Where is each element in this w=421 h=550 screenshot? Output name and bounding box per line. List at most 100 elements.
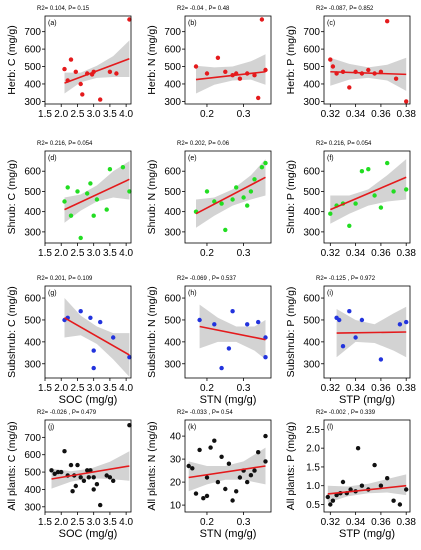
- fit-line: [64, 317, 130, 356]
- y-tick-label: 300: [164, 227, 181, 238]
- data-point: [190, 466, 195, 471]
- fit-line: [195, 176, 266, 215]
- y-tick-label: 500: [24, 468, 41, 479]
- y-tick-label: 600: [24, 294, 41, 305]
- data-point: [65, 185, 70, 190]
- panel-h: R2= -0.069 , P= 0.537 (h) 300 400 500 600 0.2 0…: [146, 276, 272, 406]
- data-point: [391, 498, 396, 503]
- x-tick-label: 0.34: [346, 109, 366, 120]
- data-point: [62, 66, 67, 72]
- y-axis-label: Herb: C (mg/g): [6, 25, 18, 94]
- x-tick-label: 2.5: [70, 383, 84, 394]
- panel-j: R2= -0.026 , P= 0.479 (j) 300 400 500 600 700 1…: [6, 410, 134, 540]
- y-tick-label: 500: [164, 187, 181, 198]
- x-tick-label: 2.0: [54, 109, 68, 120]
- data-point: [256, 95, 261, 101]
- data-point: [359, 317, 365, 323]
- data-point: [73, 69, 79, 75]
- data-point: [263, 355, 268, 360]
- x-tick-label: 3.0: [87, 383, 101, 394]
- stats-label: R2= -0.069 , P= 0.537: [177, 276, 237, 282]
- data-point: [248, 189, 254, 194]
- data-point: [91, 213, 96, 218]
- panel-label: (e): [188, 155, 197, 162]
- data-point: [98, 319, 103, 325]
- data-point: [212, 322, 217, 327]
- plot-frame: [323, 150, 411, 244]
- data-point: [366, 167, 371, 172]
- data-point: [78, 81, 83, 87]
- data-point: [328, 502, 333, 507]
- data-point: [348, 487, 353, 492]
- data-point: [68, 57, 74, 62]
- data-point: [186, 463, 191, 469]
- y-tick-label: 400: [24, 207, 41, 218]
- plot-frame: [323, 419, 411, 513]
- x-tick-label: 1.5: [38, 109, 52, 120]
- y-tick-label: 1.0: [306, 481, 320, 492]
- panel-b: R2= -0.04 , P= 0.48 (b) 300 400 500 600 700 0.2…: [146, 6, 272, 120]
- y-tick-label: 600: [164, 294, 181, 305]
- data-point: [252, 468, 257, 473]
- confidence-band: [199, 304, 266, 360]
- data-point: [330, 498, 336, 503]
- data-point: [219, 454, 224, 459]
- panel-label: (g): [48, 290, 57, 297]
- x-tick-label: 0.2: [200, 248, 214, 259]
- data-point: [241, 195, 246, 200]
- data-point: [120, 165, 126, 170]
- y-axis-label: Shrub: C (mg/g): [6, 160, 18, 235]
- confidence-band: [196, 159, 266, 228]
- data-point: [204, 493, 210, 499]
- x-tick-label: 0.38: [396, 248, 416, 259]
- data-point: [328, 211, 333, 216]
- data-point: [193, 491, 199, 496]
- fit-line: [336, 331, 407, 334]
- data-point: [259, 17, 265, 22]
- fit-line: [330, 70, 407, 76]
- x-tick-label: 0.3: [237, 248, 251, 259]
- x-axis-label: SOC (mg/g): [59, 394, 118, 406]
- y-tick-label: 400: [164, 207, 181, 218]
- data-point: [378, 205, 384, 210]
- y-tick-label: 2.0: [306, 444, 320, 455]
- y-tick-label: 30: [170, 455, 182, 466]
- x-tick-label: 0.34: [346, 383, 366, 394]
- y-tick-label: 20: [170, 478, 182, 489]
- data-point: [263, 335, 268, 340]
- x-tick-label: 3.5: [103, 248, 117, 259]
- x-tick-label: 0.2: [200, 517, 214, 528]
- data-point: [259, 165, 265, 170]
- y-tick-label: 500: [164, 62, 181, 73]
- x-tick-label: 3.5: [103, 383, 117, 394]
- stats-label: R2= 0.216, P= 0.054: [37, 141, 93, 147]
- data-point: [55, 469, 61, 475]
- data-point: [212, 199, 217, 204]
- data-point: [223, 227, 228, 233]
- panel-g: R2= 0.201, P= 0.109 (g) 300 400 500 600 1.5 2.0…: [6, 276, 134, 406]
- y-axis-label: All plants: N (mg/g): [146, 421, 158, 510]
- data-point: [391, 189, 396, 194]
- data-point: [230, 498, 235, 503]
- x-tick-label: 0.34: [346, 517, 366, 528]
- y-tick-label: 10: [170, 501, 182, 512]
- y-tick-label: 300: [24, 97, 41, 108]
- y-tick-label: 1.5: [306, 462, 320, 473]
- data-point: [73, 483, 79, 489]
- data-point: [88, 181, 93, 186]
- data-point: [366, 67, 371, 73]
- y-tick-label: 500: [303, 187, 320, 198]
- x-tick-label: 0.32: [321, 383, 341, 394]
- data-point: [78, 235, 83, 241]
- confidence-band: [64, 40, 130, 94]
- panel-c: R2= -0.087, P= 0.852 (c) 300 400 500 600 700 0.…: [285, 6, 416, 120]
- x-tick-label: 0.38: [396, 517, 416, 528]
- panel-f: R2= 0.216, P= 0.054 (f) 300 400 500 600 0.32 0.…: [285, 141, 416, 259]
- data-point: [347, 309, 352, 314]
- data-point: [385, 476, 390, 481]
- panel-label: (k): [188, 424, 196, 431]
- data-point: [248, 473, 254, 478]
- data-point: [372, 462, 377, 468]
- data-point: [49, 468, 54, 473]
- data-point: [127, 355, 132, 360]
